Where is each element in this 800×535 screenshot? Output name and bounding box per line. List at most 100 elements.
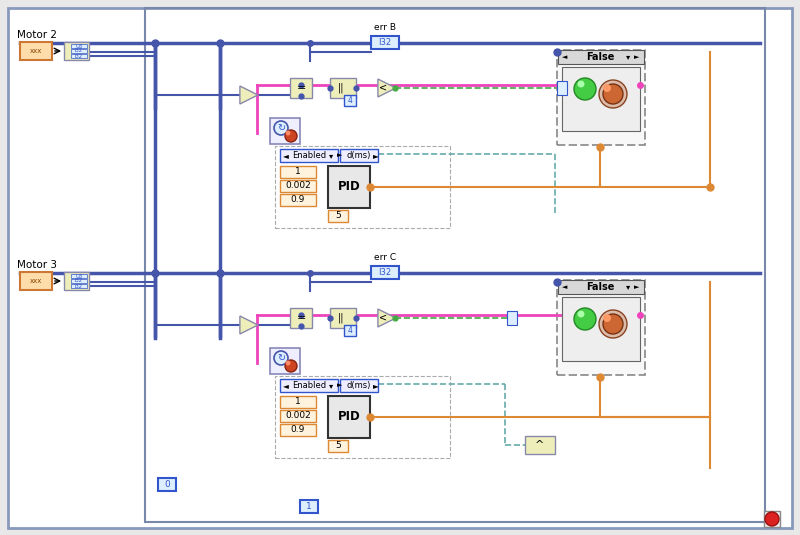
Text: I32: I32 xyxy=(75,49,83,54)
Bar xyxy=(525,436,555,454)
Circle shape xyxy=(603,314,611,322)
Text: False: False xyxy=(586,282,614,292)
Text: 0.002: 0.002 xyxy=(285,181,311,190)
Text: ||: || xyxy=(338,83,345,93)
Text: U8: U8 xyxy=(75,43,82,49)
Bar xyxy=(330,78,356,98)
Polygon shape xyxy=(240,316,258,334)
Polygon shape xyxy=(240,86,258,104)
Bar xyxy=(280,166,316,178)
Circle shape xyxy=(286,361,290,365)
Text: ►: ► xyxy=(337,383,342,388)
Text: ▾: ▾ xyxy=(626,282,630,292)
Text: ▾: ▾ xyxy=(329,151,333,160)
Bar xyxy=(275,146,450,228)
Text: ||: || xyxy=(338,313,345,323)
Bar xyxy=(20,42,52,60)
Text: I32: I32 xyxy=(378,268,391,277)
Bar xyxy=(71,284,87,288)
Text: Enabled: Enabled xyxy=(292,381,326,390)
Bar xyxy=(340,149,378,162)
Text: Motor 3: Motor 3 xyxy=(17,260,57,270)
Text: ↻: ↻ xyxy=(277,353,285,363)
Bar xyxy=(280,410,316,422)
Text: xxx: xxx xyxy=(30,48,42,54)
Bar xyxy=(64,42,89,60)
Bar xyxy=(558,50,644,64)
Circle shape xyxy=(603,84,623,104)
Bar xyxy=(280,194,316,206)
Text: Motor 2: Motor 2 xyxy=(17,30,57,40)
Text: PID: PID xyxy=(338,180,360,194)
Text: d(ms): d(ms) xyxy=(347,151,371,160)
Bar xyxy=(557,81,567,95)
Text: ►: ► xyxy=(634,54,640,60)
Circle shape xyxy=(765,512,779,526)
Polygon shape xyxy=(378,79,396,97)
Bar xyxy=(71,279,87,283)
Bar xyxy=(145,8,765,522)
Bar xyxy=(328,440,348,452)
Text: ▾: ▾ xyxy=(626,52,630,62)
Bar xyxy=(557,280,645,375)
Text: ◄: ◄ xyxy=(283,381,289,390)
Bar xyxy=(290,308,312,328)
Text: 0.002: 0.002 xyxy=(285,411,311,421)
Bar xyxy=(557,50,645,145)
Bar xyxy=(270,118,300,144)
Bar xyxy=(764,511,780,527)
Bar xyxy=(562,67,640,131)
Text: PID: PID xyxy=(338,410,360,424)
Bar xyxy=(158,478,176,491)
Circle shape xyxy=(285,130,297,142)
Text: ►: ► xyxy=(634,284,640,290)
Text: I32: I32 xyxy=(75,279,83,284)
Bar xyxy=(344,325,356,336)
Text: 0: 0 xyxy=(164,480,170,489)
Bar xyxy=(558,280,644,294)
Text: 5: 5 xyxy=(335,441,341,450)
Circle shape xyxy=(574,78,596,100)
Circle shape xyxy=(574,308,596,330)
Text: 1: 1 xyxy=(295,398,301,407)
Bar xyxy=(371,266,399,279)
Text: ►: ► xyxy=(373,381,379,390)
Bar xyxy=(300,500,318,513)
Text: <: < xyxy=(379,83,387,93)
Text: =: = xyxy=(296,83,306,93)
Bar xyxy=(290,78,312,98)
Bar xyxy=(270,348,300,374)
Text: =: = xyxy=(296,313,306,323)
Bar xyxy=(280,379,338,392)
Bar xyxy=(71,44,87,48)
Circle shape xyxy=(599,310,627,338)
Text: 4: 4 xyxy=(347,96,353,105)
Text: xxx: xxx xyxy=(30,278,42,284)
Text: ◄: ◄ xyxy=(562,54,567,60)
Text: ^: ^ xyxy=(535,440,545,450)
Polygon shape xyxy=(378,309,396,327)
Text: ▾: ▾ xyxy=(329,381,333,390)
Text: <: < xyxy=(379,313,387,323)
Bar xyxy=(280,149,338,162)
Circle shape xyxy=(578,80,585,88)
Text: err B: err B xyxy=(374,24,396,33)
Bar xyxy=(328,166,370,208)
Text: 1: 1 xyxy=(306,502,312,511)
Bar xyxy=(71,54,87,58)
Text: 0.9: 0.9 xyxy=(291,195,305,204)
Bar xyxy=(328,210,348,222)
Text: ◄: ◄ xyxy=(562,284,567,290)
Bar xyxy=(20,272,52,290)
Bar xyxy=(71,49,87,53)
Text: err C: err C xyxy=(374,254,396,263)
Bar xyxy=(280,424,316,436)
Text: I32: I32 xyxy=(75,284,83,288)
Bar xyxy=(344,95,356,106)
Circle shape xyxy=(286,131,290,135)
Bar xyxy=(371,36,399,49)
Text: d(ms): d(ms) xyxy=(347,381,371,390)
Text: ◄: ◄ xyxy=(283,151,289,160)
Bar xyxy=(507,311,517,325)
Text: 4: 4 xyxy=(347,326,353,335)
